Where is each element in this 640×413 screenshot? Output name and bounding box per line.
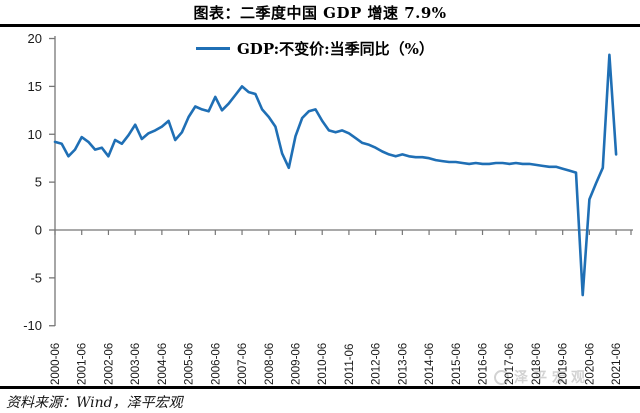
x-axis-tick-label: 2006-06	[210, 343, 222, 385]
x-axis-tick-label: 2009-06	[290, 343, 302, 385]
legend-line-swatch	[196, 47, 230, 50]
x-axis-tick-label: 2013-06	[397, 343, 409, 385]
bottom-divider	[0, 386, 640, 389]
y-axis-tick-label: 15	[28, 79, 42, 94]
x-axis-tick-label: 2020-06	[584, 343, 596, 385]
x-axis-tick-label: 2019-06	[558, 343, 570, 385]
x-axis-tick-label: 2001-06	[77, 343, 89, 385]
x-axis-tick-label: 2002-06	[103, 343, 115, 385]
x-axis-tick-label: 2014-06	[424, 343, 436, 385]
y-axis-tick-label: 10	[28, 127, 42, 142]
x-axis-tick-label: 2005-06	[184, 343, 196, 385]
y-axis-tick-label: -5	[30, 270, 42, 285]
x-axis-tick-label: 2010-06	[317, 343, 329, 385]
x-axis-tick-label: 2007-06	[237, 343, 249, 385]
source-note: 资料来源：Wind，泽平宏观	[6, 395, 183, 411]
x-axis-tick-label: 2021-06	[611, 343, 623, 385]
y-axis-tick-label: 20	[28, 31, 42, 46]
legend-label: GDP:不变价:当季同比（%）	[237, 40, 434, 58]
y-axis-tick-label: 5	[35, 175, 42, 190]
x-axis-tick-label: 2015-06	[451, 343, 463, 385]
x-axis-tick-label: 2016-06	[478, 343, 490, 385]
gdp-line-chart: 20 15 10 5 0 -5 -10 2000-06 2001-06 2002-06 2003-0…	[23, 31, 633, 385]
legend: GDP:不变价:当季同比（%）	[196, 38, 434, 59]
x-axis-tick-label: 2011-06	[344, 344, 356, 385]
x-axis-tick-label: 2004-06	[157, 343, 169, 385]
x-axis-tick-label: 2008-06	[264, 343, 276, 385]
x-axis-tick-label: 2018-06	[531, 343, 543, 385]
watermark: 泽平宏观	[494, 367, 590, 387]
watermark-text: 泽平宏观	[514, 369, 590, 385]
chart-title: 图表：二季度中国 GDP 增速 7.9%	[193, 4, 447, 22]
x-axis-tick-label: 2012-06	[371, 343, 383, 385]
gdp-series-line	[53, 53, 618, 297]
top-divider	[0, 24, 640, 27]
watermark-logo-icon	[494, 369, 509, 385]
x-axis-tick-label: 2003-06	[130, 343, 142, 385]
x-axis-tick-label: 2017-06	[504, 343, 516, 385]
y-axis-tick-label: 0	[35, 223, 42, 238]
x-axis-tick-label: 2000-06	[50, 343, 62, 385]
y-axis-tick-label: -10	[23, 318, 42, 333]
